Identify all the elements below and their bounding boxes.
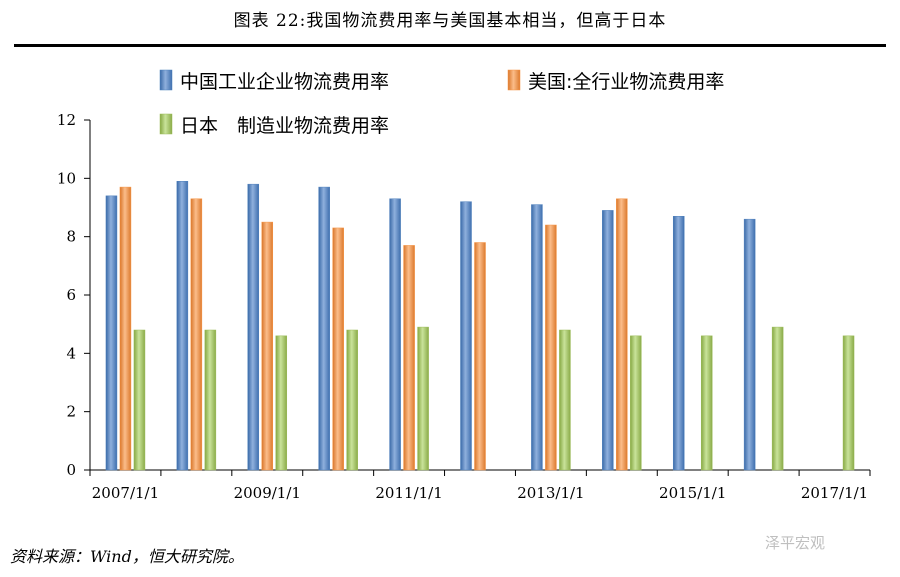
bar-series-3 — [700, 335, 713, 471]
x-axis: 2007/1/1 2009/1/1 2011/1/1 2013/1/1 2015/1/1… — [89, 469, 871, 502]
bar-series-1 — [105, 195, 118, 471]
x-tick-label: 2015/1/1 — [659, 484, 726, 502]
bar-series-2 — [190, 198, 203, 471]
source-note: 资料来源：Wind，恒大研究院。 — [10, 547, 244, 566]
chart-title: 图表 22:我国物流费用率与美国基本相当，但高于日本 — [233, 11, 667, 31]
bar-series-3 — [771, 326, 784, 471]
bar-series-2 — [616, 198, 628, 471]
x-tick-label: 2009/1/1 — [234, 484, 301, 502]
bar-series-1 — [247, 183, 260, 471]
bar-series-2 — [332, 227, 344, 471]
y-axis: 0 2 4 6 8 10 12 — [57, 111, 91, 479]
y-tick-label: 2 — [66, 403, 76, 421]
legend-swatch — [507, 69, 521, 91]
y-tick-label: 10 — [57, 169, 76, 187]
legend-label: 中国工业企业物流费用率 — [180, 71, 389, 93]
y-tick-label: 4 — [66, 344, 76, 362]
bar-series-3 — [346, 329, 358, 471]
bar-series-3 — [630, 335, 642, 471]
bar-series-1 — [743, 218, 756, 471]
bar-series-1 — [460, 201, 472, 471]
bar-series-2 — [261, 221, 274, 471]
bar-series-1 — [318, 186, 330, 471]
legend-label: 美国:全行业物流费用率 — [528, 71, 724, 93]
y-tick-label: 0 — [66, 461, 76, 479]
legend-label: 日本 制造业物流费用率 — [180, 115, 389, 137]
x-tick-label: 2013/1/1 — [517, 484, 584, 502]
x-tick-label: 2007/1/1 — [92, 484, 159, 502]
bar-series-3 — [842, 335, 855, 471]
title-divider — [14, 44, 886, 47]
legend-swatch — [159, 113, 173, 135]
bar-series-2 — [403, 245, 415, 471]
bar-series-3 — [133, 329, 146, 471]
watermark: 泽平宏观 — [765, 534, 826, 552]
bar-series-2 — [474, 242, 486, 471]
bar-series-3 — [417, 326, 429, 471]
x-tick-label: 2017/1/1 — [801, 484, 868, 502]
bar-series-1 — [602, 210, 614, 471]
bar-series-2 — [545, 224, 557, 471]
legend-swatch — [159, 69, 173, 91]
bar-series-1 — [672, 216, 685, 471]
x-tick-label: 2011/1/1 — [375, 484, 442, 502]
bar-series-3 — [559, 329, 571, 471]
bar-series-3 — [275, 335, 288, 471]
bar-series-3 — [204, 329, 217, 471]
y-tick-label: 6 — [66, 286, 76, 304]
y-tick-label: 8 — [66, 228, 76, 246]
y-tick-label: 12 — [57, 111, 76, 129]
bars — [105, 181, 855, 471]
bar-series-1 — [389, 198, 401, 471]
bar-series-2 — [119, 186, 132, 471]
bar-series-1 — [176, 181, 189, 471]
bar-series-1 — [531, 204, 543, 471]
